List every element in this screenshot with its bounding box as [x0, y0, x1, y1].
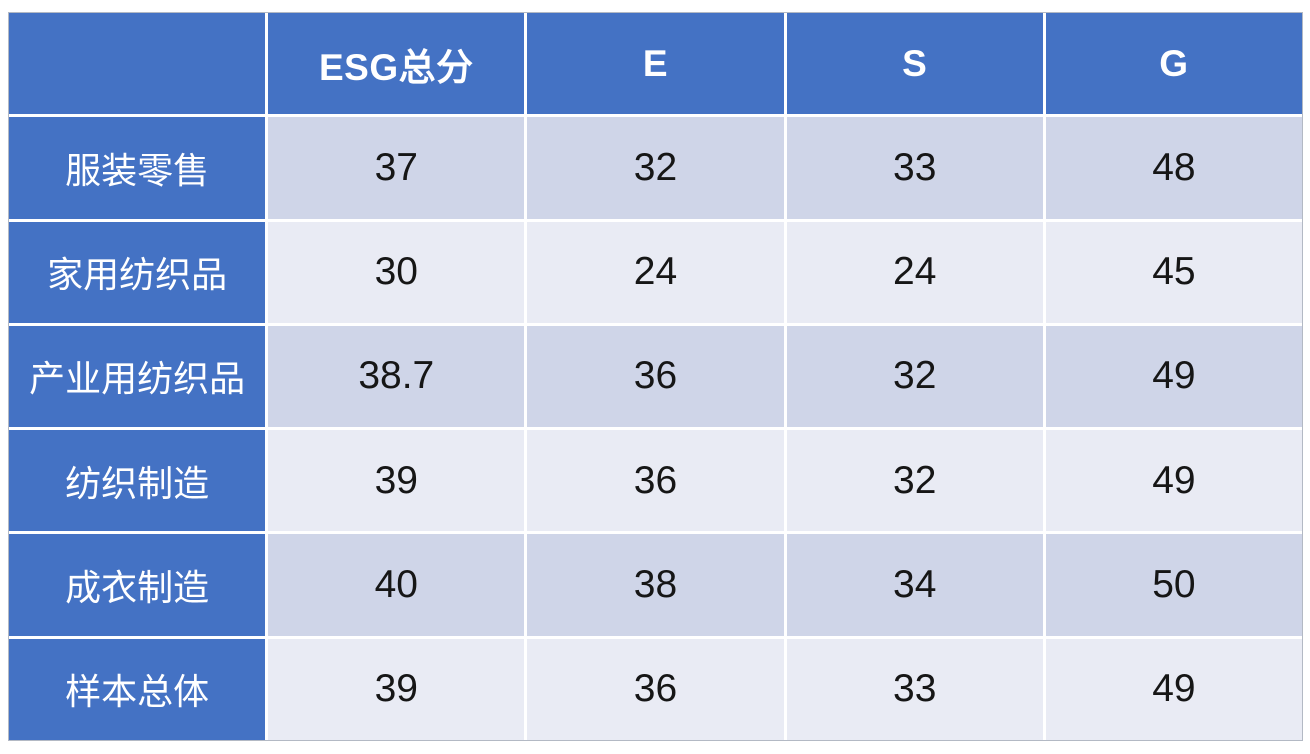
data-cell: 50	[1045, 534, 1302, 636]
column-header-s: S	[786, 13, 1043, 115]
column-header-e: E	[527, 13, 784, 115]
data-cell: 45	[1045, 221, 1302, 323]
corner-cell	[9, 13, 266, 115]
row-label: 产业用纺织品	[9, 325, 266, 428]
data-cell: 34	[786, 534, 1043, 636]
row-label: 服装零售	[9, 117, 266, 219]
data-cell: 32	[527, 117, 784, 219]
data-cell: 49	[1045, 638, 1302, 740]
data-cell: 30	[268, 221, 525, 323]
data-cell: 33	[786, 638, 1043, 740]
row-label: 纺织制造	[9, 430, 266, 532]
data-cell: 40	[268, 534, 525, 636]
data-cell: 38.7	[268, 325, 525, 428]
column-header-g: G	[1045, 13, 1302, 115]
data-cell: 38	[527, 534, 784, 636]
row-label: 样本总体	[9, 638, 266, 740]
data-cell: 49	[1045, 430, 1302, 532]
data-cell: 48	[1045, 117, 1302, 219]
data-cell: 49	[1045, 325, 1302, 428]
data-cell: 36	[527, 430, 784, 532]
column-header-esg-total: ESG总分	[268, 13, 525, 115]
data-cell: 37	[268, 117, 525, 219]
data-cell: 33	[786, 117, 1043, 219]
data-cell: 24	[786, 221, 1043, 323]
data-cell: 39	[268, 638, 525, 740]
data-cell: 36	[527, 325, 784, 428]
esg-score-table: ESG总分 E S G 服装零售 37 32 33 48 家用纺织品 30 24…	[8, 12, 1303, 741]
data-cell: 32	[786, 430, 1043, 532]
data-cell: 36	[527, 638, 784, 740]
row-label: 家用纺织品	[9, 221, 266, 323]
row-label: 成衣制造	[9, 534, 266, 636]
data-cell: 32	[786, 325, 1043, 428]
data-cell: 39	[268, 430, 525, 532]
data-cell: 24	[527, 221, 784, 323]
